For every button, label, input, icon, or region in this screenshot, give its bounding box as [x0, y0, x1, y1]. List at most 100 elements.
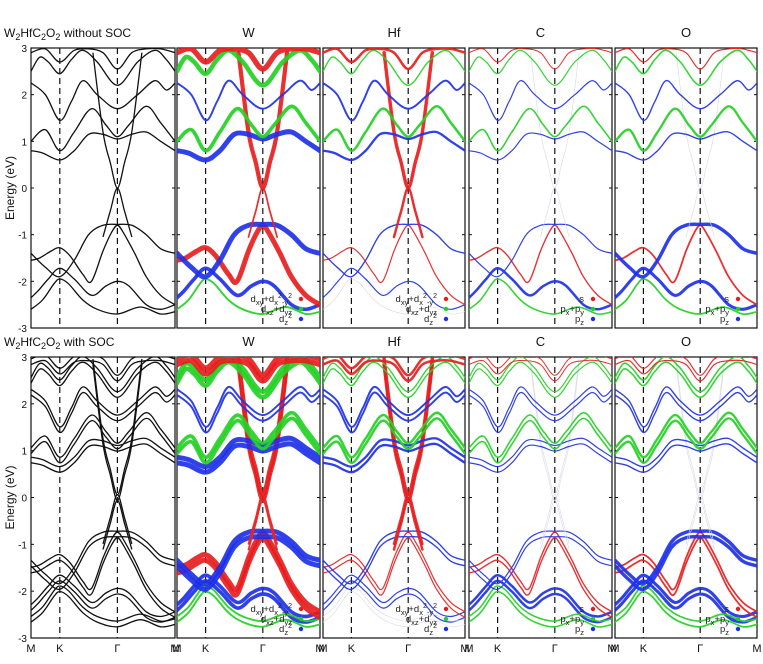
legend-label: px+py: [705, 304, 729, 317]
projected-band: [469, 359, 612, 382]
projected-band: [469, 80, 612, 121]
projected-band: [323, 358, 465, 383]
band-line: [323, 585, 465, 622]
projected-band: [615, 529, 757, 586]
projected-band: [177, 221, 320, 280]
legend-label: px+py: [705, 614, 729, 627]
legend-label: px+py: [560, 614, 584, 627]
band-line: [31, 359, 175, 382]
panel-title: Hf: [388, 25, 401, 40]
legend-marker: [735, 616, 741, 622]
projected-band: [615, 391, 757, 434]
legend-label: dxy+dx2-y2: [396, 293, 438, 307]
band-line: [469, 359, 612, 382]
legend-label: pz: [720, 624, 729, 637]
legend-label: pz: [720, 314, 729, 327]
x-tick-label: Γ: [260, 643, 266, 655]
projected-band: [469, 278, 612, 315]
x-tick-label: K: [348, 643, 356, 655]
projected-band: [177, 129, 320, 163]
band-line: [31, 267, 175, 310]
legend-marker: [443, 306, 449, 312]
band-line: [540, 494, 570, 544]
projected-band: [469, 105, 612, 152]
projected-band: [177, 104, 320, 153]
projected-band: [469, 267, 612, 311]
projected-band: [323, 224, 465, 306]
panel-title: O: [681, 25, 691, 40]
projected-band: [615, 417, 757, 464]
projected-band: [615, 105, 757, 152]
projected-band: [177, 391, 320, 434]
band-line: [31, 80, 175, 121]
band-line: [31, 412, 175, 458]
projected-band: [323, 537, 465, 618]
y-tick-label: 1: [21, 447, 27, 458]
band-lines: [323, 357, 465, 628]
projected-band: [323, 357, 465, 377]
legend-marker: [735, 606, 741, 612]
band-line: [469, 537, 612, 618]
band-line: [323, 278, 465, 315]
projected-band: [469, 579, 612, 624]
legend-label: pz: [575, 624, 584, 637]
projected-band: [323, 411, 465, 459]
projected-band: [615, 531, 757, 613]
row-title: W2HfC2O2 with SOC: [4, 335, 115, 351]
legend-marker: [298, 306, 304, 312]
x-tick-label: M: [172, 643, 181, 655]
band-line: [31, 580, 175, 623]
projected-band: [247, 187, 278, 238]
projected-band: [177, 266, 320, 312]
legend-marker: [443, 316, 449, 322]
legend-label: dxz+dyz: [406, 304, 437, 317]
projected-band: [469, 417, 612, 464]
band-line: [31, 537, 175, 618]
projected-band: [177, 590, 320, 628]
legend-label: pz: [575, 314, 584, 327]
projected-band: [177, 416, 320, 465]
projected-band: [615, 579, 757, 624]
projected-band: [469, 224, 612, 306]
projected-band: [323, 574, 465, 618]
projected-band: [615, 386, 757, 428]
band-line: [540, 187, 570, 238]
band-line: [469, 48, 612, 70]
projected-band: [323, 580, 465, 623]
projected-band: [615, 266, 757, 311]
panel-title: C: [536, 25, 545, 40]
panel-title: W: [242, 334, 255, 349]
band-line: [31, 223, 175, 278]
projected-band: [323, 391, 465, 434]
y-axis-label: Energy (eV): [3, 465, 17, 529]
y-tick-label: -1: [18, 231, 27, 242]
panel-title: O: [681, 334, 691, 349]
legend-marker: [298, 626, 304, 632]
projected-band: [615, 359, 757, 382]
band-lines: [31, 357, 175, 628]
projected-band: [323, 535, 465, 591]
projected-band: [323, 223, 465, 278]
legend-marker: [443, 626, 449, 632]
projected-band: [177, 410, 320, 460]
legend-marker: [298, 296, 304, 302]
x-tick-label: M: [460, 643, 469, 655]
projected-band: [177, 357, 320, 378]
x-tick-label: K: [640, 643, 648, 655]
projected-band: [323, 79, 465, 122]
band-line: [31, 224, 175, 306]
projected-band: [323, 49, 465, 86]
y-tick-label: -2: [18, 587, 27, 598]
legend-marker: [590, 626, 596, 632]
band-lines: [469, 357, 612, 628]
projected-band: [177, 579, 320, 624]
projected-band: [469, 437, 612, 468]
